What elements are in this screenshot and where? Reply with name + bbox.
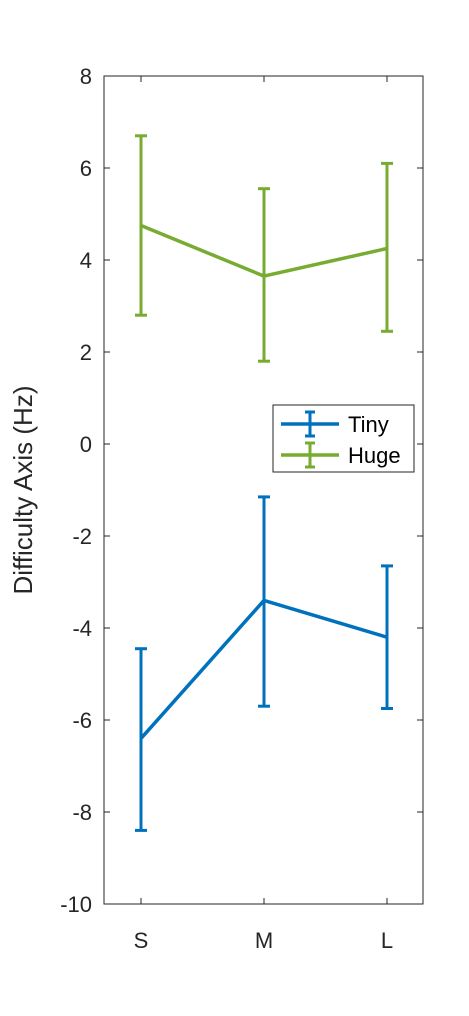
series-huge	[135, 134, 393, 363]
y-tick-label: 2	[80, 340, 92, 365]
legend-box	[272, 404, 415, 473]
y-tick-label: -10	[60, 892, 92, 917]
legend-label: Huge	[348, 443, 401, 468]
y-tick-label: -2	[72, 524, 92, 549]
y-tick-label: 6	[80, 156, 92, 181]
y-tick-label: 4	[80, 248, 92, 273]
series-layer	[135, 134, 393, 832]
y-axis: -10 -8 -6 -4 -2 0 2 4 6 8	[60, 64, 423, 917]
x-tick-label: M	[255, 928, 273, 953]
y-tick-label: -6	[72, 708, 92, 733]
y-tick-label: -8	[72, 800, 92, 825]
y-tick-label: -4	[72, 616, 92, 641]
x-tick-label: L	[381, 928, 393, 953]
y-tick-label: 0	[80, 432, 92, 457]
legend: Tiny Huge	[272, 404, 415, 473]
y-tick-label: 8	[80, 64, 92, 89]
x-tick-label: S	[134, 928, 149, 953]
legend-label: Tiny	[348, 412, 389, 437]
y-axis-title: Difficulty Axis (Hz)	[8, 386, 38, 595]
series-tiny	[135, 495, 393, 832]
